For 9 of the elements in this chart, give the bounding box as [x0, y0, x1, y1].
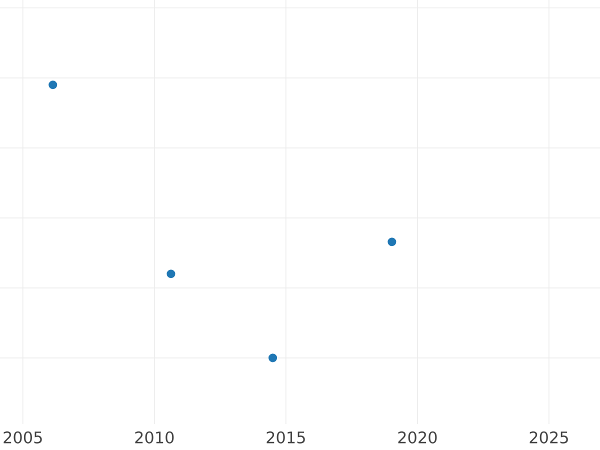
x-tick-label: 2005: [4, 431, 42, 444]
x-tick-label: 2015: [266, 431, 305, 444]
x-tick-label: 2020: [398, 431, 437, 444]
point: [48, 80, 58, 90]
point: [268, 354, 278, 362]
point: [388, 238, 396, 246]
x-tick-label: 2025: [530, 431, 568, 444]
point: [166, 270, 176, 278]
x-tick-label: 2010: [135, 431, 174, 444]
